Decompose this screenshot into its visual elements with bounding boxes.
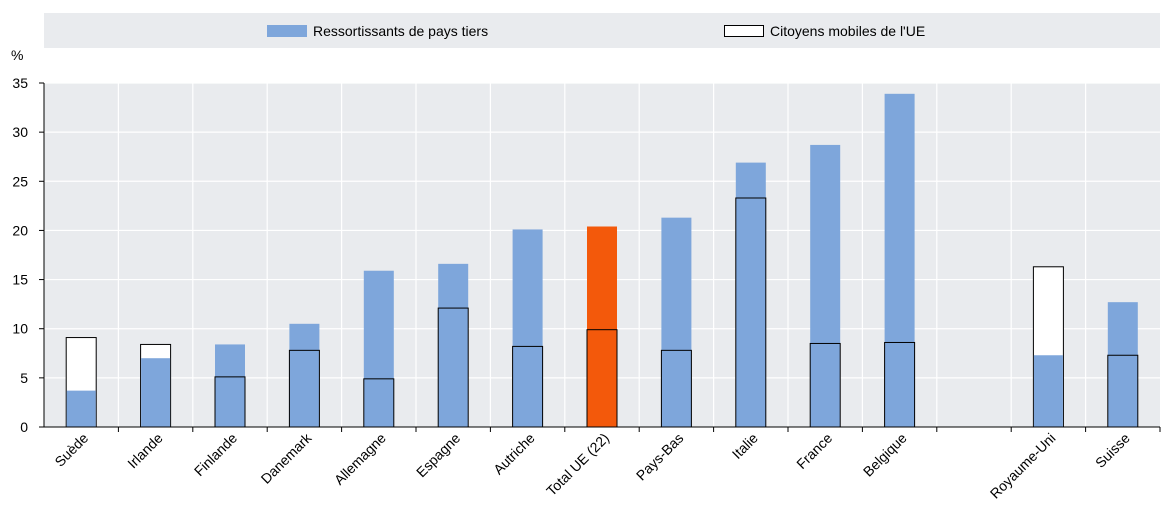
x-tick-label: Total UE (22): [543, 430, 612, 499]
bar-third-country-nationals-overlay: [1033, 355, 1063, 427]
bar-third-country-nationals: [438, 263, 469, 427]
bar-eu-mobile-citizens: [437, 307, 469, 428]
bar-third-country-nationals: [215, 344, 245, 427]
x-tick-label: Royaume-Uni: [987, 430, 1059, 502]
legend-swatch-filled: [267, 24, 307, 37]
x-tick-label: Italie: [729, 430, 761, 462]
y-tick-label: 15: [12, 272, 28, 288]
bar-third-country-nationals: [810, 144, 841, 428]
bar-eu-mobile-citizens: [214, 376, 246, 428]
bar-third-country-nationals: [587, 226, 617, 427]
y-tick-label: 30: [12, 124, 28, 140]
bar-eu-mobile-citizens: [735, 197, 767, 428]
legend-label-eu-mobile-citizens: Citoyens mobiles de l'UE: [770, 22, 926, 39]
x-tick-label: Allemagne: [331, 430, 389, 488]
bar-third-country-nationals: [289, 323, 320, 427]
x-tick-label: Autriche: [490, 430, 538, 478]
bar-third-country-nationals: [512, 229, 543, 427]
x-tick-label: Danemark: [258, 429, 316, 487]
x-tick-label: Pays-Bas: [633, 430, 687, 484]
bar-eu-mobile-citizens: [809, 342, 841, 428]
x-tick-label: Espagne: [413, 430, 464, 481]
x-tick-label: France: [793, 430, 835, 472]
bar-third-country-nationals-overlay: [66, 390, 96, 427]
x-tick-label: Finlande: [191, 430, 240, 479]
y-axis-unit-label: %: [11, 47, 24, 63]
y-tick-label: 0: [20, 419, 28, 435]
bar-eu-mobile-citizens: [1107, 354, 1139, 428]
legend: Ressortissants de pays tiers Citoyens mo…: [44, 13, 1160, 48]
y-tick-label: 25: [12, 173, 28, 189]
legend-label-third-country-nationals: Ressortissants de pays tiers: [313, 22, 489, 39]
x-tick-label: Suisse: [1092, 430, 1133, 471]
bar-third-country-nationals-overlay: [141, 358, 171, 427]
bar-eu-mobile-citizens: [660, 349, 692, 428]
y-tick-label: 35: [12, 75, 28, 91]
bar-eu-mobile-citizens: [586, 329, 618, 428]
bar-eu-mobile-citizens: [884, 341, 916, 428]
bar-eu-mobile-citizens: [288, 349, 320, 428]
legend-item-third-country-nationals: Ressortissants de pays tiers: [267, 13, 488, 48]
y-tick-label: 10: [12, 321, 28, 337]
y-tick-label: 5: [20, 370, 28, 386]
bar-third-country-nationals: [735, 162, 766, 427]
legend-item-eu-mobile-citizens: Citoyens mobiles de l'UE: [724, 13, 925, 48]
y-tick-label: 20: [12, 222, 28, 238]
x-tick-label: Belgique: [860, 430, 910, 480]
bar-eu-mobile-citizens: [512, 345, 544, 428]
x-tick-label: Irlande: [124, 430, 166, 472]
bar-third-country-nationals: [1107, 302, 1138, 427]
bar-third-country-nationals: [363, 270, 394, 427]
bar-third-country-nationals: [661, 217, 692, 427]
legend-swatch-outline: [724, 24, 764, 37]
bar-eu-mobile-citizens: [363, 378, 395, 428]
bar-third-country-nationals: [884, 93, 915, 427]
x-tick-label: Suède: [51, 430, 91, 470]
